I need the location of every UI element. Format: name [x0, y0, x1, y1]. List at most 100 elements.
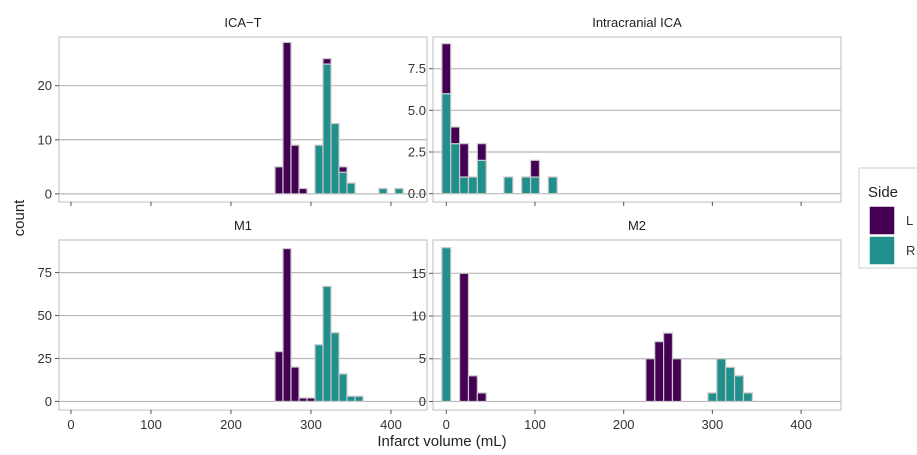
facet-panel-2: Intracranial ICA 0.0 2.5 5.0 7.5 [408, 15, 842, 206]
bar-l [654, 341, 665, 403]
facet-title: M2 [628, 218, 646, 233]
panel-border [58, 239, 428, 411]
bar-r [338, 171, 348, 195]
bar-l [298, 397, 308, 403]
bar-r [529, 176, 541, 195]
bar-l [290, 366, 300, 403]
bar-r [322, 63, 332, 195]
bar-r [742, 392, 753, 403]
bar-l [663, 332, 674, 403]
bar-l [459, 143, 470, 178]
bar-r [322, 285, 332, 403]
legend-swatch-r [868, 235, 896, 266]
bar-r [338, 373, 348, 403]
bar-r [450, 143, 461, 195]
y-tick-label: 7.5 [408, 61, 426, 76]
facet-panel-1: ICA−T 0 10 20 [38, 15, 428, 206]
bar-l [306, 397, 316, 403]
bar-r [547, 176, 558, 195]
panel-border [58, 36, 428, 203]
x-axis-title: Infarct volume (mL) [377, 433, 506, 450]
bar-r [725, 366, 736, 403]
bar-l [529, 159, 541, 178]
bar-r [467, 176, 478, 195]
bar-r [459, 176, 470, 195]
bar-r [521, 176, 532, 195]
y-tick-label: 50 [38, 308, 52, 323]
bar-r [330, 122, 340, 195]
bar-l [298, 187, 308, 195]
x-tick-label: 400 [790, 417, 812, 432]
y-tick-label: 10 [412, 309, 426, 324]
facet-title: Intracranial ICA [592, 15, 682, 30]
y-tick-label: 2.5 [408, 145, 426, 160]
bar-r [503, 176, 514, 195]
bar-l [282, 41, 292, 195]
bar-r [330, 332, 340, 403]
y-tick-label: 5 [419, 351, 426, 366]
legend-label-l: L [906, 213, 913, 228]
facet-panels: ICA−T 0 10 20 Intracranial ICA 0.0 2.5 5.0 7.5 M1… [38, 15, 842, 432]
y-tick-label: 0 [45, 394, 52, 409]
bar-r [733, 375, 745, 403]
bar-r [707, 392, 718, 403]
bar-r [716, 358, 727, 403]
bar-l [467, 375, 478, 403]
y-tick-label: 10 [38, 132, 52, 147]
bar-l [322, 58, 332, 65]
facet-panel-4: M2 0 5 10 15 0 100 200 300 400 [412, 218, 842, 432]
x-tick-label: 0 [67, 417, 74, 432]
bar-r [314, 344, 324, 403]
x-tick-label: 400 [380, 417, 402, 432]
facet-title: ICA−T [224, 15, 261, 30]
y-tick-label: 0 [419, 394, 426, 409]
bar-l [476, 143, 487, 161]
legend-label-r: R [906, 243, 915, 258]
bar-l [645, 358, 656, 403]
legend-item-L: L [868, 205, 913, 236]
x-tick-label: 100 [140, 417, 162, 432]
bar-r [394, 187, 404, 195]
y-tick-label: 75 [38, 265, 52, 280]
bar-l [441, 43, 452, 95]
bar-r [346, 395, 356, 403]
y-axis-title: count [11, 199, 28, 237]
y-tick-label: 5.0 [408, 103, 426, 118]
legend-item-R: R [868, 235, 915, 266]
x-tick-label: 100 [524, 417, 546, 432]
bar-l [459, 272, 470, 403]
bar-l [450, 126, 461, 145]
facet-title: M1 [234, 218, 252, 233]
y-tick-label: 0.0 [408, 186, 426, 201]
legend-swatch-l [868, 205, 896, 236]
bar-l [338, 166, 348, 173]
bar-l [671, 358, 682, 403]
legend-title: Side [868, 184, 898, 201]
bar-r [354, 395, 364, 403]
x-tick-label: 200 [613, 417, 635, 432]
bar-l [274, 351, 284, 403]
y-tick-label: 25 [38, 351, 52, 366]
x-tick-label: 300 [702, 417, 724, 432]
bar-r [346, 182, 356, 195]
panel-border [432, 36, 842, 203]
x-tick-label: 0 [443, 417, 450, 432]
panel-border [432, 239, 842, 411]
bar-l [290, 144, 300, 195]
bar-l [274, 166, 284, 195]
bar-l [282, 247, 292, 403]
legend: Side L R [858, 167, 917, 269]
bar-r [378, 187, 388, 195]
bar-r [441, 247, 452, 403]
y-tick-label: 0 [45, 186, 52, 201]
bar-r [314, 144, 324, 195]
y-tick-label: 15 [412, 266, 426, 281]
bar-l [476, 392, 487, 403]
x-tick-label: 300 [300, 417, 322, 432]
y-tick-label: 20 [38, 78, 52, 93]
bar-r [476, 159, 487, 195]
x-tick-label: 200 [220, 417, 242, 432]
bar-r [441, 93, 452, 195]
